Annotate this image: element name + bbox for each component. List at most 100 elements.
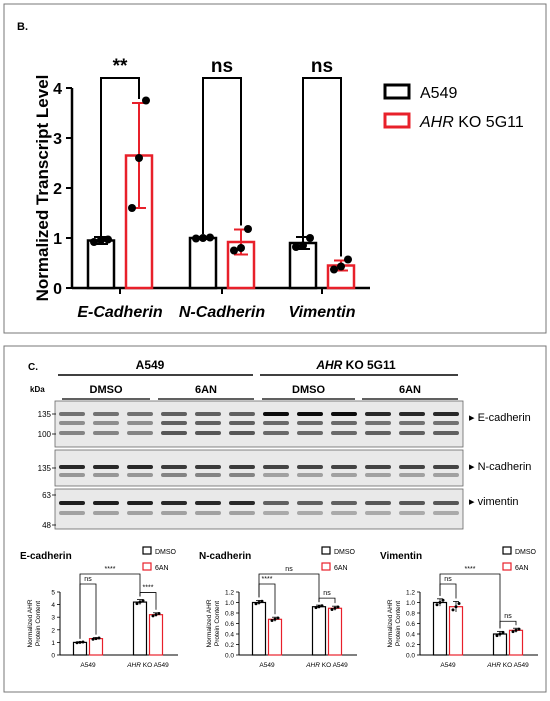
y-tick-label: 0.2: [406, 642, 415, 649]
data-point: [438, 601, 442, 604]
blot-band: [433, 412, 459, 416]
legend-label-dmso: DMSO: [155, 549, 177, 556]
b-point: [104, 235, 112, 244]
data-point: [435, 603, 439, 607]
blot-band: [195, 511, 221, 515]
bar: [72, 641, 88, 656]
blot-band: [297, 501, 323, 505]
legend-swatch-dmso: [502, 546, 512, 555]
y-tick-label: 0.4: [406, 632, 415, 639]
blot-band: [433, 473, 459, 477]
y-tick-label: 0.6: [406, 621, 415, 628]
blot-box: [54, 400, 464, 448]
b-y-tick-label: 2: [53, 181, 62, 198]
legend-label-dmso: DMSO: [515, 549, 537, 556]
blot-band: [161, 511, 187, 515]
blot-band: [399, 473, 425, 477]
group-ko-label: AHR KO 5G11: [315, 358, 396, 372]
b-point: [292, 243, 300, 251]
data-point: [135, 602, 139, 606]
sig-label: ns: [323, 590, 331, 597]
blot-band: [127, 501, 153, 505]
blot-band: [297, 431, 323, 435]
panel-b-chart: 0 1 2 3 4 E-Cadherin ** N-Cadherin ns Vimentin ns: [53, 56, 370, 321]
y-axis-label: Normalized AHRProtein Content: [27, 599, 42, 647]
blot-band: [433, 501, 459, 505]
y-tick-label: 4: [51, 602, 55, 609]
treatment-label: DMSO: [292, 384, 325, 396]
mw-marker: 100: [38, 430, 52, 439]
legend-swatch-ko: [383, 112, 411, 129]
data-point: [333, 606, 337, 610]
blot-band: [399, 511, 425, 515]
blot-band: [399, 431, 425, 435]
legend-swatch-dmso: [142, 546, 152, 555]
b-point: [142, 96, 150, 105]
blot-band: [263, 473, 289, 477]
data-point: [151, 614, 155, 618]
panel-c-label: C.: [28, 362, 38, 373]
b-point: [337, 262, 345, 271]
b-point: [306, 234, 314, 242]
b-point: [90, 238, 98, 246]
b-point: [199, 234, 207, 242]
blot-band: [263, 465, 289, 469]
blot-band: [365, 501, 391, 505]
b-y-tick-label: 4: [53, 81, 62, 98]
blot-band: [263, 412, 289, 416]
blot-band: [195, 473, 221, 477]
treatment-label: DMSO: [90, 384, 123, 396]
blot-band: [331, 412, 357, 416]
blot-band: [161, 501, 187, 505]
sig-bracket: [499, 620, 517, 629]
bar: [448, 606, 464, 656]
blot-band: [297, 465, 323, 469]
quantification-charts: E-cadherin DMSO 6AN 0 1 2 3 4 5 Normalized AHRPro…: [20, 546, 538, 669]
y-tick-label: 5: [51, 590, 55, 597]
blot-band: [433, 465, 459, 469]
treatment-label: 6AN: [399, 384, 421, 396]
legend-label-6an: 6AN: [334, 565, 348, 572]
sig-label: ****: [105, 566, 116, 573]
b-point: [230, 246, 238, 255]
chart-title: E-cadherin: [20, 551, 72, 562]
data-point: [254, 602, 258, 606]
data-point: [257, 601, 261, 604]
b-point: [206, 233, 214, 242]
y-tick-label: 0.2: [225, 642, 234, 649]
x-tick-label: A549: [440, 662, 456, 669]
x-tick-label: A549: [259, 662, 275, 669]
blot-band: [161, 465, 187, 469]
b-y-tick-label: 1: [53, 231, 62, 248]
blot-band: [331, 465, 357, 469]
blot-band: [297, 412, 323, 416]
bar: [148, 614, 164, 656]
blot-band: [297, 421, 323, 425]
western-blots: 135 100 ▸ E-cadherin 135 ▸ N-cadherin 63 48 ▸ v…: [38, 400, 531, 530]
b-x-tick-label: E-Cadherin: [77, 304, 163, 321]
data-point: [97, 636, 101, 640]
blot-band: [297, 473, 323, 477]
bar: [311, 606, 327, 656]
blot-band: [399, 501, 425, 505]
sig-label: ****: [465, 566, 476, 573]
sig-label: ns: [504, 613, 512, 620]
blot-band: [365, 465, 391, 469]
y-axis-label: Normalized AHRProtein Content: [206, 599, 221, 647]
sig-label: ns: [285, 566, 293, 573]
data-point: [514, 628, 518, 632]
y-tick-label: 0.0: [225, 653, 234, 660]
data-point: [78, 640, 82, 644]
blot-band: [195, 501, 221, 505]
panel-b-frame: [3, 3, 547, 334]
y-tick-label: 1: [51, 640, 55, 647]
blot-band: [127, 465, 153, 469]
blot-band: [195, 412, 221, 416]
blot-band: [59, 501, 85, 505]
b-y-tick-label: 0: [53, 281, 62, 298]
data-point: [451, 608, 455, 612]
legend-swatch-a549: [383, 83, 411, 100]
blot-band: [365, 421, 391, 425]
blot-band: [433, 511, 459, 515]
legend-label-dmso: DMSO: [334, 549, 356, 556]
